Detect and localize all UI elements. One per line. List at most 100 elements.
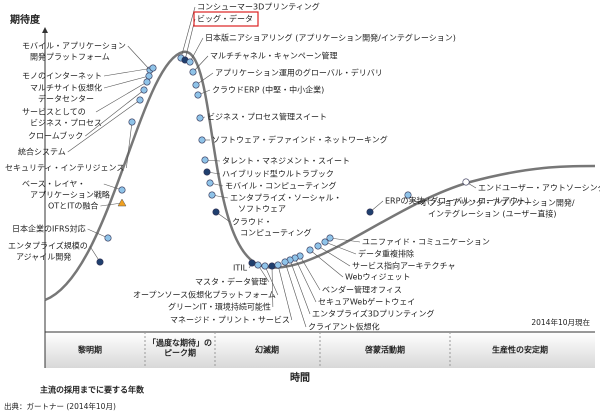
technology-label: セキュアWebゲートウェイ: [318, 297, 415, 307]
leader-line: [309, 249, 344, 278]
leader-line: [271, 265, 274, 308]
phase-label: 生産性の安定期: [492, 345, 548, 355]
technology-label: 日本企業のIFRS対応: [12, 224, 86, 234]
technology-marker: [254, 261, 262, 269]
leader-line: [180, 6, 196, 59]
technology-label: エンタプライズ・ソーシャル・: [230, 193, 342, 203]
technology-label: アジャイル開発: [16, 253, 71, 262]
technology-label: モノのインターネット: [22, 72, 102, 81]
technology-marker: [314, 242, 322, 250]
leader-line: [284, 261, 307, 328]
leader-line: [277, 264, 293, 321]
technology-label: ビジネス・プロセス: [30, 119, 102, 128]
leader-line: [299, 255, 321, 291]
technology-label: オフショアリング・アプリケーション開発/: [420, 198, 575, 208]
technology-marker: [194, 91, 202, 99]
technology-marker: [192, 81, 200, 89]
technology-marker: [198, 136, 206, 144]
technology-label: クラウド・: [232, 218, 272, 227]
technology-label: ハイブリッド型ウルトラブック: [222, 169, 334, 179]
technology-marker: [274, 261, 282, 269]
technology-marker: [268, 262, 276, 270]
technology-marker: [206, 179, 214, 187]
technology-label: ベース・レイヤ・: [22, 180, 85, 189]
x-axis-label: 時間: [290, 371, 310, 384]
technology-marker: [212, 208, 220, 216]
phase-dividers: [144, 332, 451, 368]
technology-marker: [104, 234, 112, 242]
leader-line: [100, 202, 123, 207]
technology-label: グリーンIT・環境持続可能性: [168, 302, 271, 312]
technology-label: サービス指向アーキテクチャ: [352, 261, 455, 271]
technology-label: OTとITの融合: [48, 201, 98, 211]
leader-line: [184, 18, 196, 61]
legend: 主流の採用までに要する年数: [40, 385, 145, 395]
technology-marker: [306, 246, 314, 254]
phase-label: ピーク期: [164, 348, 196, 358]
technology-label: ITIL: [233, 264, 248, 273]
technology-label: マルチチャネル・キャンペーン管理: [210, 51, 338, 61]
technology-marker: [326, 234, 334, 242]
y-axis-label: 期待度: [10, 13, 41, 26]
leader-line: [289, 259, 311, 315]
technology-marker: [201, 156, 209, 164]
technology-marker: [261, 262, 269, 270]
technology-label: エンドユーザー・アウトソーシング: [478, 183, 600, 193]
technology-label: マスタ・データ管理: [195, 277, 267, 287]
technology-label: ビッグ・データ: [197, 14, 253, 24]
technology-label: マルチサイト仮想化: [30, 83, 102, 93]
technology-marker: [366, 208, 374, 216]
technology-marker: [117, 198, 127, 207]
technology-label: ビジネス・プロセス管理スイート: [207, 112, 327, 122]
phase-label: 啓蒙活動期: [365, 345, 405, 355]
technology-marker: [203, 168, 211, 176]
technology-label: ソフトウェア・デファインド・ネットワーキング: [212, 135, 388, 145]
technology-marker: [96, 258, 104, 266]
leader-line: [67, 99, 141, 153]
technology-marker: [149, 64, 157, 72]
leader-line: [264, 265, 279, 296]
hype-curve: [44, 50, 596, 302]
technology-marker: [404, 191, 412, 199]
phase-label: 黎明期: [78, 345, 102, 355]
technology-label: 開発プラットフォーム: [30, 53, 110, 62]
technology-marker: [196, 114, 204, 122]
technology-marker: [189, 68, 197, 76]
technology-label: ソフトウェア: [238, 205, 286, 214]
leader-line: [103, 75, 150, 89]
technology-marker: [186, 58, 194, 66]
as-of: 2014年10月現在: [531, 317, 590, 327]
technology-marker: [143, 78, 151, 86]
technology-label: 日本版ニアショアリング (アプリケーション開発/インテグレーション): [205, 33, 456, 43]
leader-line: [192, 55, 209, 73]
technology-label: ユニファイド・コミュニケーション: [362, 238, 490, 247]
leader-line: [87, 228, 109, 239]
phase-label: 「過度な期待」の: [148, 338, 212, 348]
technology-label: コンシューマー3Dプリンティング: [197, 2, 320, 12]
technology-marker: [128, 118, 136, 126]
technology-label: コンピューティング: [240, 228, 312, 238]
technology-marker: [208, 191, 216, 199]
leader-line: [95, 81, 148, 113]
technology-label: データセンター: [38, 94, 94, 104]
technology-label: オープンソース仮想化プラットフォーム: [133, 290, 276, 300]
leader-line: [329, 237, 361, 243]
leader-line: [294, 257, 317, 303]
technology-label: アプリケーション戦略: [30, 190, 110, 200]
leader-line: [189, 37, 204, 63]
technology-label: クライアント仮想化: [308, 322, 380, 332]
technology-label: セキュリティ・インテリジェンス: [5, 164, 124, 173]
technology-label: サービスとしての: [22, 108, 86, 117]
technology-label: 統合システム: [18, 147, 66, 157]
source: 出典：ガートナー (2014年10月): [4, 401, 116, 411]
technology-label: アプリケーション運用のグローバル・デリバリ: [215, 68, 383, 78]
technology-label: モバイル・アプリケーション: [22, 42, 126, 51]
leader-line: [103, 67, 154, 77]
technology-label: マネージド・プリント・サービス: [170, 316, 290, 325]
leader-line: [127, 45, 151, 71]
technology-label: ベンダー管理オフィス: [322, 285, 402, 295]
technology-marker: [118, 186, 126, 194]
technology-label: エンタプライズ3Dプリンティング: [312, 309, 435, 319]
technology-label: Webウィジェット: [345, 273, 410, 282]
